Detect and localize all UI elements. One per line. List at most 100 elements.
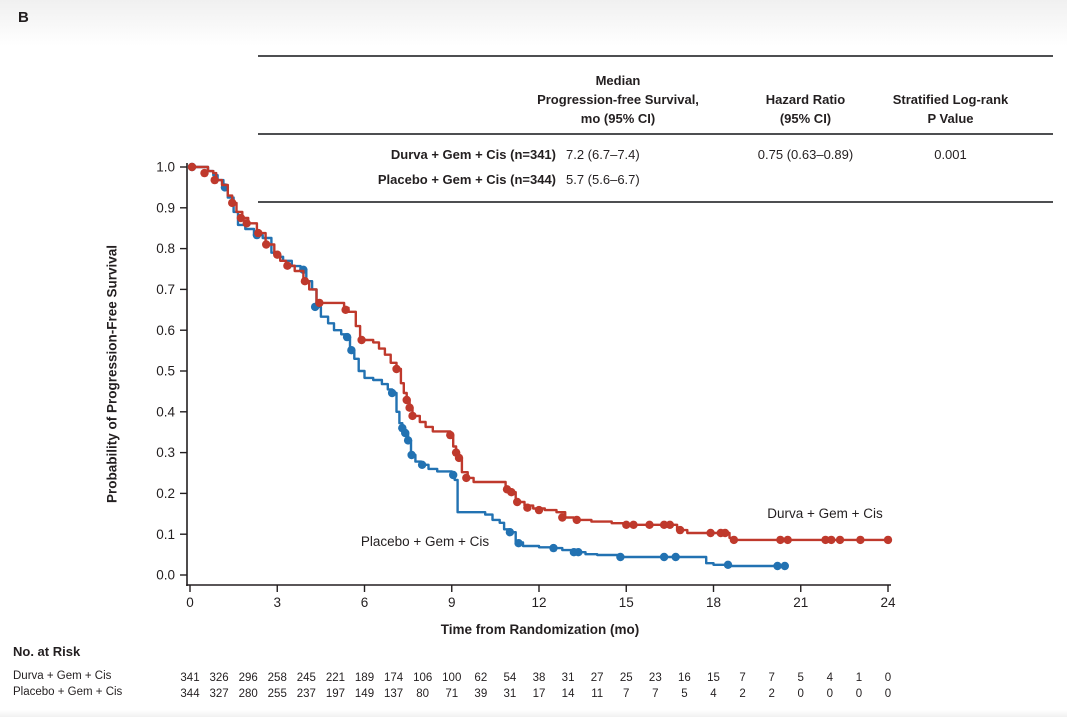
risk-count: 62 (474, 672, 487, 684)
censor-mark (408, 411, 417, 421)
censor-mark (716, 528, 725, 538)
curve-label-durva: Durva + Gem + Cis (767, 506, 883, 521)
censor-mark (514, 539, 523, 548)
censor-mark (210, 175, 219, 185)
risk-count: 5 (681, 688, 687, 700)
censor-mark (401, 428, 410, 438)
risk-count: 237 (297, 688, 316, 700)
y-tick-label: 0.2 (156, 486, 175, 501)
censor-mark (405, 403, 414, 412)
censor-mark (392, 364, 401, 374)
risk-count: 17 (533, 688, 546, 700)
censor-mark (513, 497, 522, 507)
y-tick-label: 0.1 (156, 527, 175, 542)
risk-count: 1 (856, 672, 862, 684)
censor-mark (341, 305, 350, 314)
risk-count: 54 (504, 672, 517, 684)
censor-mark (776, 535, 785, 545)
censor-mark (569, 548, 579, 557)
censor-mark (273, 250, 282, 259)
censor-mark (242, 219, 251, 228)
censor-mark (780, 561, 789, 571)
censor-mark (558, 513, 567, 522)
treatment-arm-label: Placebo + Gem + Cis (n=344) (377, 172, 556, 187)
hazard-ratio-value: 0.75 (0.63–0.89) (757, 147, 854, 162)
y-tick-label: 0.9 (156, 200, 175, 215)
risk-count: 80 (416, 688, 429, 700)
censor-mark (200, 168, 209, 178)
censor-mark (283, 261, 292, 270)
column-header-median-pfs: Median Progression-free Survival, mo (95… (498, 71, 738, 128)
column-header-logrank-p: Stratified Log-rank P Value (853, 90, 1048, 128)
risk-count: 221 (326, 672, 345, 684)
censor-mark (856, 535, 865, 545)
risk-count: 174 (384, 672, 404, 684)
x-tick-label: 21 (793, 595, 808, 610)
censor-mark (342, 332, 352, 342)
censor-mark (417, 460, 427, 469)
censor-mark (299, 265, 308, 274)
censor-mark (262, 240, 271, 249)
x-tick-label: 15 (619, 595, 634, 610)
results-table-header: Median Progression-free Survival, mo (95… (258, 55, 1053, 135)
risk-row-label-durva: Durva + Gem + Cis (13, 670, 112, 682)
risk-count: 106 (413, 672, 432, 684)
censor-mark (827, 535, 836, 545)
results-table: Median Progression-free Survival, mo (95… (258, 55, 1053, 203)
p-value: 0.001 (934, 147, 967, 162)
treatment-arm-label: Durva + Gem + Cis (n=341) (390, 147, 556, 162)
risk-count: 296 (239, 672, 258, 684)
column-header-line: Median (595, 73, 641, 88)
results-table-body: Durva + Gem + Cis (n=341) 7.2 (6.7–7.4) … (258, 135, 1053, 203)
censor-mark (398, 423, 407, 433)
column-header-line: Hazard Ratio (765, 92, 846, 107)
censor-mark (659, 552, 669, 562)
censor-mark (675, 525, 685, 535)
censor-mark (502, 485, 512, 494)
risk-count: 31 (504, 688, 517, 700)
risk-count: 344 (180, 688, 200, 700)
risk-count: 280 (239, 688, 258, 700)
risk-count: 189 (355, 672, 374, 684)
censor-mark (835, 535, 845, 545)
risk-count: 39 (474, 688, 487, 700)
y-tick-label: 0.6 (156, 323, 175, 338)
risk-count: 2 (739, 688, 745, 700)
risk-count: 326 (209, 672, 228, 684)
censor-mark (549, 543, 558, 553)
censor-mark (723, 560, 733, 569)
table-row: Placebo + Gem + Cis (n=344) 5.7 (5.6–6.7… (258, 167, 1053, 192)
risk-count: 255 (268, 688, 287, 700)
column-header-line: Progression-free Survival, (537, 92, 699, 107)
censor-mark (387, 388, 397, 398)
risk-count: 38 (533, 672, 546, 684)
censor-mark (507, 488, 516, 497)
column-header-hazard-ratio: Hazard Ratio (95% CI) (713, 90, 898, 128)
risk-count: 341 (180, 672, 199, 684)
censor-mark (347, 346, 356, 355)
risk-count: 0 (827, 688, 833, 700)
censor-mark (616, 552, 625, 562)
column-header-line: P Value (927, 111, 974, 126)
median-pfs-value: 7.2 (6.7–7.4) (566, 147, 640, 162)
risk-count: 197 (326, 688, 345, 700)
y-tick-label: 0.5 (156, 364, 175, 379)
censor-mark (659, 520, 669, 529)
censor-mark (883, 535, 893, 545)
censor-mark (505, 528, 515, 537)
y-tick-label: 0.4 (156, 404, 175, 419)
censor-mark (720, 528, 730, 538)
x-tick-label: 0 (186, 595, 194, 610)
x-tick-label: 18 (706, 595, 721, 610)
censor-mark (622, 520, 631, 529)
risk-count: 7 (739, 672, 745, 684)
censor-mark (236, 213, 246, 223)
x-tick-label: 6 (361, 595, 369, 610)
censor-mark (729, 535, 739, 545)
y-axis-title: Probability of Progression-Free Survival (104, 244, 120, 504)
risk-count: 4 (710, 688, 717, 700)
risk-table-title: No. at Risk (13, 644, 81, 659)
y-tick-label: 1.0 (156, 160, 175, 175)
risk-count: 11 (591, 688, 603, 700)
